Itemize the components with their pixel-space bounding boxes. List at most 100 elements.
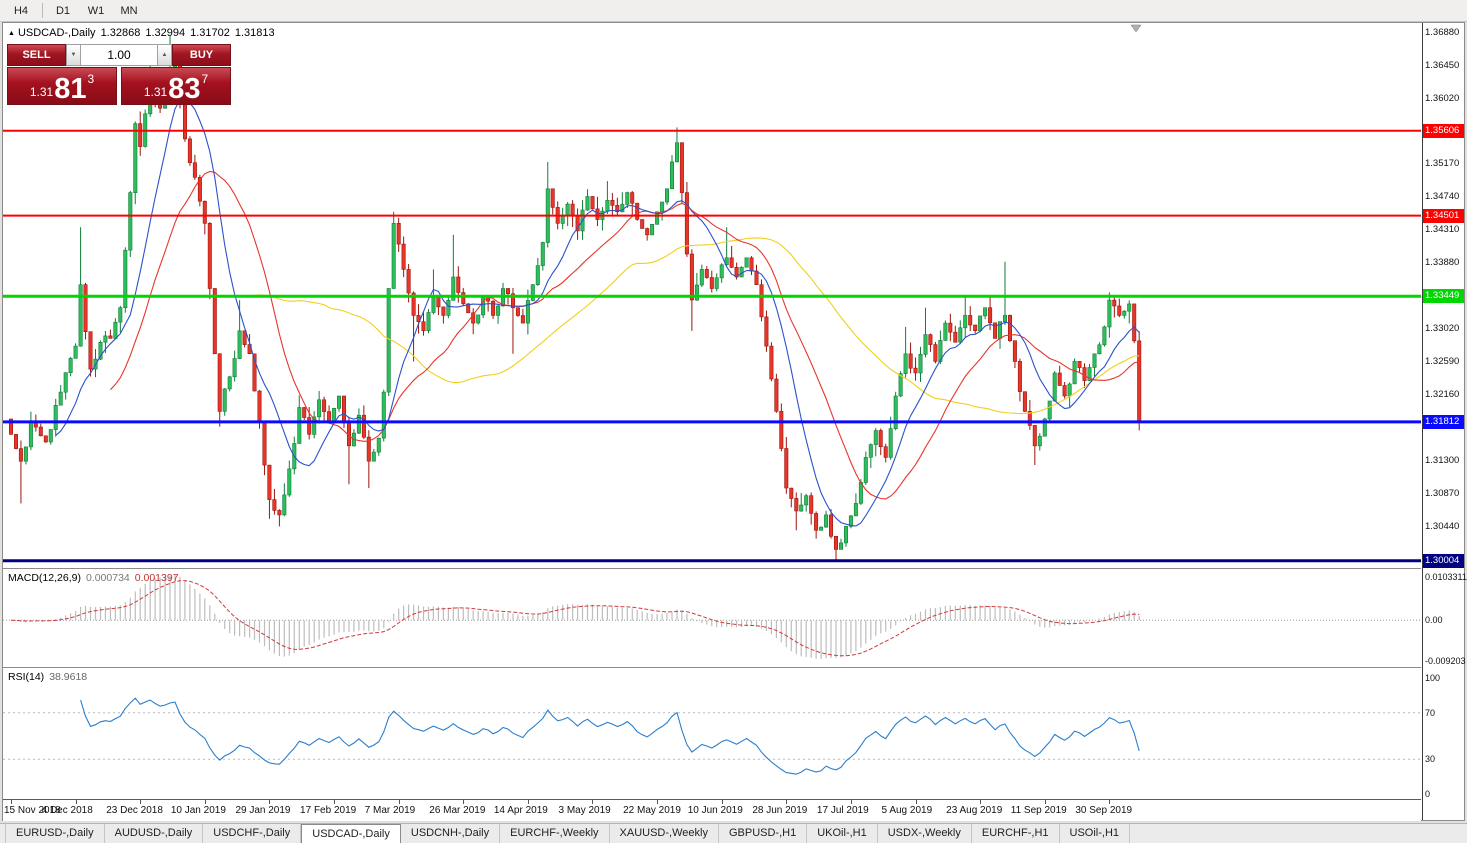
date-tick bbox=[592, 800, 593, 804]
rsi-label: RSI(14) bbox=[8, 671, 45, 683]
date-label: 30 Sep 2019 bbox=[1075, 805, 1133, 816]
date-label: 10 Jun 2019 bbox=[687, 805, 743, 816]
chart-shift-icon[interactable] bbox=[1130, 24, 1142, 33]
buy-button[interactable]: BUY bbox=[172, 44, 231, 66]
price-chart-pane[interactable]: ▲ USDCAD-,Daily 1.32868 1.32994 1.31702 1.318… bbox=[3, 23, 1421, 568]
chart-tab-gbpusd-h1[interactable]: GBPUSD-,H1 bbox=[719, 823, 808, 843]
axis-label: 100 bbox=[1425, 673, 1441, 683]
macd-canvas[interactable] bbox=[3, 569, 1421, 667]
ohlc-high: 1.32994 bbox=[145, 27, 186, 39]
date-tick bbox=[334, 800, 335, 804]
date-tick bbox=[722, 800, 723, 804]
rsi-value: 38.9618 bbox=[49, 671, 88, 683]
timeframe-button-w1[interactable]: W1 bbox=[87, 4, 105, 17]
chart-tab-usdx-weekly[interactable]: USDX-,Weekly bbox=[878, 823, 972, 843]
date-tick bbox=[1045, 800, 1046, 804]
volume-input[interactable] bbox=[81, 44, 157, 66]
rsi-indicator-pane[interactable]: RSI(14) 38.9618 bbox=[3, 667, 1421, 799]
price-chart-canvas[interactable] bbox=[3, 23, 1421, 568]
axis-label: 1.30440 bbox=[1425, 521, 1460, 533]
chart-tab-eurchf-weekly[interactable]: EURCHF-,Weekly bbox=[500, 823, 610, 843]
date-label: 23 Aug 2019 bbox=[946, 805, 1003, 816]
chart-title: ▲ USDCAD-,Daily 1.32868 1.32994 1.31702 1.318… bbox=[8, 27, 275, 39]
timeframe-button-d1[interactable]: D1 bbox=[55, 4, 71, 17]
axis-label: -0.009203 bbox=[1425, 656, 1466, 666]
date-label: 22 May 2019 bbox=[623, 805, 681, 816]
chart-window: ▲ USDCAD-,Daily 1.32868 1.32994 1.31702 1.318… bbox=[2, 22, 1467, 821]
axis-label: 1.33880 bbox=[1425, 257, 1460, 269]
axis-label: 1.36450 bbox=[1425, 59, 1460, 71]
date-label: 10 Jan 2019 bbox=[170, 805, 226, 816]
date-tick bbox=[140, 800, 141, 804]
date-tick bbox=[851, 800, 852, 804]
macd-label: MACD(12,26,9) bbox=[8, 572, 81, 584]
date-tick bbox=[269, 800, 270, 804]
chevron-down-icon: ▼ bbox=[70, 52, 77, 58]
chart-tab-usdcnh-daily[interactable]: USDCNH-,Daily bbox=[401, 823, 501, 843]
chart-title-symbol: USDCAD-,Daily bbox=[17, 27, 96, 39]
date-label: 17 Jul 2019 bbox=[816, 805, 869, 816]
date-tick bbox=[916, 800, 917, 804]
date-label: 23 Dec 2018 bbox=[106, 805, 163, 816]
axis-label: 1.31300 bbox=[1425, 455, 1460, 467]
volume-increment-button[interactable]: ▲ bbox=[157, 44, 172, 66]
date-tick bbox=[1109, 800, 1110, 804]
date-tick bbox=[980, 800, 981, 804]
chevron-up-icon: ▲ bbox=[161, 52, 168, 58]
date-label: 3 May 2019 bbox=[558, 805, 611, 816]
chart-tab-ukoil-h1[interactable]: UKOil-,H1 bbox=[807, 823, 878, 843]
price-level-tag: 1.31812 bbox=[1423, 414, 1464, 429]
axis-label: 1.36880 bbox=[1425, 27, 1460, 38]
date-label: 11 Sep 2019 bbox=[1010, 805, 1067, 816]
date-tick bbox=[528, 800, 529, 804]
chart-tab-bar: EURUSD-,Daily AUDUSD-,Daily USDCHF-,Daily U… bbox=[0, 823, 1467, 843]
price-level-tag: 1.35606 bbox=[1423, 123, 1464, 138]
bid-price-pipette: 3 bbox=[87, 72, 95, 86]
axis-label: 1.30870 bbox=[1425, 488, 1460, 500]
ohlc-close: 1.31813 bbox=[234, 27, 275, 39]
timeframe-button-mn[interactable]: MN bbox=[120, 4, 138, 17]
timeframe-toolbar: H4 D1 W1 MN bbox=[0, 0, 1467, 22]
axis-label: 0.0103311 bbox=[1425, 572, 1467, 582]
axis-label: 0.00 bbox=[1425, 615, 1443, 626]
ask-price-big-digits: 83 bbox=[168, 73, 201, 106]
macd-signal-value: 0.001397 bbox=[134, 572, 179, 584]
price-axis[interactable]: 1.36880 1.36450 1.36020 1.35170 1.34740 1.343… bbox=[1422, 23, 1467, 820]
chart-area: ▲ USDCAD-,Daily 1.32868 1.32994 1.31702 1.318… bbox=[3, 23, 1421, 821]
date-label: 29 Jan 2019 bbox=[235, 805, 291, 816]
axis-label: 1.33020 bbox=[1425, 323, 1460, 335]
date-tick bbox=[463, 800, 464, 804]
bid-price-button[interactable]: 1.31 81 3 bbox=[7, 67, 117, 105]
chart-tab-eurusd-daily[interactable]: EURUSD-,Daily bbox=[5, 823, 105, 843]
ask-price-button[interactable]: 1.31 83 7 bbox=[121, 67, 231, 105]
axis-label: 1.36020 bbox=[1425, 92, 1460, 104]
bid-price-prefix: 1.31 bbox=[29, 85, 54, 99]
axis-label: 1.34310 bbox=[1425, 224, 1460, 236]
ask-price-prefix: 1.31 bbox=[143, 85, 168, 99]
macd-indicator-pane[interactable]: MACD(12,26,9) 0.000734 0.001397 bbox=[3, 568, 1421, 667]
chart-tab-xauusd-weekly[interactable]: XAUUSD-,Weekly bbox=[610, 823, 719, 843]
time-axis[interactable]: 15 Nov 2018 4 Dec 2018 23 Dec 2018 10 Jan 2… bbox=[3, 799, 1421, 821]
date-label: 17 Feb 2019 bbox=[300, 805, 357, 816]
axis-label: 1.32590 bbox=[1425, 356, 1460, 368]
sell-button[interactable]: SELL bbox=[7, 44, 66, 66]
chart-tab-audusd-daily[interactable]: AUDUSD-,Daily bbox=[105, 823, 204, 843]
date-tick bbox=[11, 800, 12, 804]
macd-main-value: 0.000734 bbox=[85, 572, 130, 584]
axis-label: 0 bbox=[1425, 789, 1431, 799]
volume-decrement-button[interactable]: ▼ bbox=[66, 44, 81, 66]
chart-tab-usdcad-daily[interactable]: USDCAD-,Daily bbox=[301, 823, 401, 843]
date-tick bbox=[657, 800, 658, 804]
price-level-tag: 1.33449 bbox=[1423, 289, 1464, 304]
axis-label: 1.32160 bbox=[1425, 389, 1460, 401]
chart-tab-usoil-h1[interactable]: USOil-,H1 bbox=[1060, 823, 1131, 843]
ohlc-low: 1.31702 bbox=[190, 27, 230, 39]
chart-tab-eurchf-h1[interactable]: EURCHF-,H1 bbox=[972, 823, 1060, 843]
rsi-title: RSI(14) 38.9618 bbox=[8, 671, 87, 683]
chart-tab-usdchf-daily[interactable]: USDCHF-,Daily bbox=[203, 823, 302, 843]
date-label: 28 Jun 2019 bbox=[752, 805, 808, 816]
timeframe-button-h4[interactable]: H4 bbox=[13, 4, 29, 17]
date-label: 4 Dec 2018 bbox=[41, 805, 93, 816]
rsi-canvas[interactable] bbox=[3, 668, 1421, 799]
